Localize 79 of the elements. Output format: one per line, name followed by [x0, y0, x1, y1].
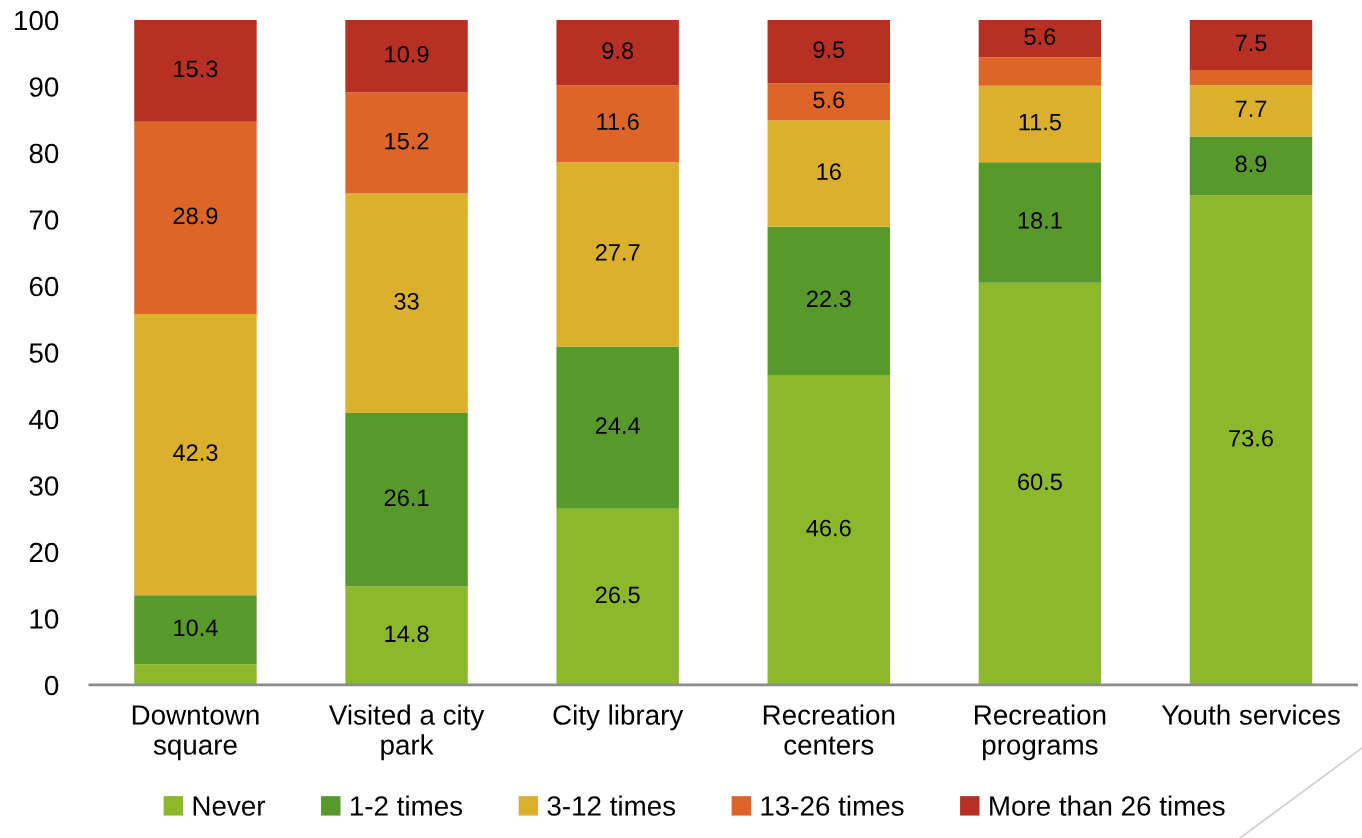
legend-label: Never: [193, 796, 266, 816]
bar: [134, 121, 257, 314]
data-label: 33: [394, 292, 419, 310]
data-label: 42.3: [173, 444, 218, 461]
x-tick-label: City library: [553, 704, 684, 731]
y-tick-label: 0: [44, 675, 59, 696]
data-label: 26.1: [384, 489, 429, 507]
x-tick-label: Downtown square: [132, 705, 259, 761]
data-label: 7.5: [1235, 34, 1267, 52]
legend-label: More than 26 times: [990, 795, 1225, 816]
bar: [767, 20, 890, 84]
bar: [1189, 136, 1313, 196]
y-tick-label: 10: [30, 609, 59, 629]
x-tick-label: Recreation programs: [975, 704, 1106, 761]
bar: [978, 162, 1102, 283]
bar: [345, 586, 468, 685]
bar: [345, 92, 468, 194]
data-label: 24.4: [595, 417, 640, 434]
y-tick-label: 90: [29, 77, 59, 97]
bar: [767, 226, 890, 376]
data-label: 18.1: [1018, 212, 1062, 229]
x-tick-label: Recreation centers: [763, 704, 895, 755]
x-tick-label: Visited a city park: [328, 704, 485, 761]
bar: [767, 375, 890, 685]
data-label: 46.6: [806, 519, 851, 537]
data-label: 14.8: [385, 625, 429, 643]
y-tick-label: 30: [29, 476, 59, 496]
data-label: 22.3: [806, 290, 851, 308]
bar: [978, 20, 1102, 58]
bar: [345, 413, 468, 587]
y-tick-label: 40: [29, 409, 59, 430]
data-label: 15.3: [174, 60, 218, 78]
bar: [556, 20, 679, 86]
legend-label: 1-2 times: [350, 795, 463, 816]
bar: [556, 162, 679, 347]
data-label: 8.9: [1235, 155, 1267, 173]
data-label: 5.6: [1024, 28, 1056, 45]
bar: [767, 120, 890, 227]
bar: [1189, 85, 1313, 137]
bar: [345, 193, 468, 414]
bar: [978, 85, 1102, 163]
data-label: 16: [817, 163, 841, 180]
bar: [134, 595, 257, 665]
bar: [345, 20, 468, 93]
bar: [978, 282, 1102, 685]
data-label: 60.5: [1018, 473, 1062, 491]
data-label: 5.6: [813, 91, 845, 109]
bar: [556, 85, 679, 163]
bar: [134, 664, 257, 685]
bar: [556, 508, 679, 685]
bar: [134, 20, 257, 122]
data-label: 7.7: [1235, 100, 1267, 117]
bar: [1189, 69, 1313, 86]
x-tick-label: Youth services: [1161, 704, 1340, 725]
bar: [556, 346, 679, 509]
y-tick-label: 80: [29, 143, 59, 164]
bar: [1189, 20, 1313, 70]
data-label: 11.6: [597, 113, 639, 131]
y-tick-label: 50: [29, 343, 59, 363]
y-tick-label: 20: [29, 542, 59, 563]
data-label: 15.2: [385, 132, 429, 150]
y-tick-label: 60: [29, 276, 59, 297]
data-label: 9.8: [602, 42, 634, 59]
data-label: 10.4: [174, 619, 218, 637]
data-label: 28.9: [173, 207, 218, 225]
data-label: 73.6: [1229, 429, 1273, 447]
data-label: 9.5: [813, 41, 845, 58]
data-label: 26.5: [595, 586, 640, 604]
data-label: 27.7: [595, 244, 640, 261]
data-label: 10.9: [385, 45, 429, 63]
y-tick-label: 70: [29, 210, 59, 230]
bar: [767, 83, 890, 121]
y-tick-label: 100: [15, 10, 59, 31]
bar: [1189, 195, 1313, 685]
bar: [978, 57, 1102, 86]
data-label: 11.5: [1019, 113, 1062, 131]
bar: [134, 313, 257, 596]
legend-label: 13-26 times: [761, 795, 904, 816]
legend-label: 3-12 times: [547, 795, 676, 816]
